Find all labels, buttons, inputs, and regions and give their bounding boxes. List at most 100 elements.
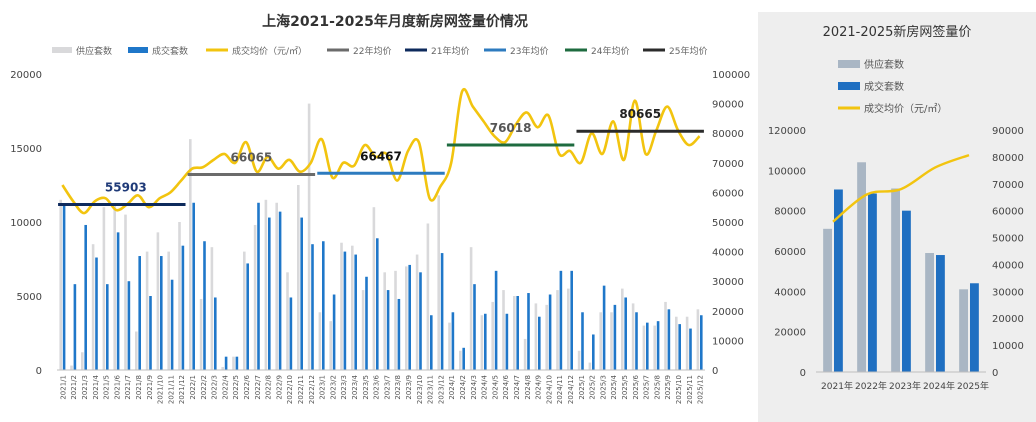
x-tick-label: 2024/7 <box>513 375 521 400</box>
x-tick-label: 2025/12 <box>697 375 705 404</box>
x-tick-label: 2025/3 <box>599 375 607 400</box>
ref-label-22: 66065 <box>231 150 273 164</box>
supply-bar <box>210 247 214 370</box>
side-y-right-tick-label: 70000 <box>992 180 1024 191</box>
x-tick-label: 2022/11 <box>297 375 305 404</box>
main-reference-lines: 55903 66065 66467 76018 80665 <box>58 107 704 207</box>
supply-bar <box>232 356 235 370</box>
side-deal-bar <box>834 189 843 372</box>
supply-bar <box>664 301 667 370</box>
x-tick-label: 2022/5 <box>232 375 240 400</box>
y-right-tick-label: 90000 <box>712 100 744 111</box>
x-tick-label: 2023/1 <box>319 375 327 400</box>
deal-bar <box>343 251 347 370</box>
y-right-tick-label: 70000 <box>712 159 744 170</box>
supply-bar <box>567 288 570 370</box>
y-right-tick-label: 80000 <box>712 129 744 140</box>
deal-bar <box>376 238 379 370</box>
x-tick-label: 2025/7 <box>643 375 651 400</box>
x-tick-label: 2023/8 <box>394 375 402 400</box>
side-deal-bar <box>936 255 945 372</box>
x-tick-label: 2023/3 <box>340 375 348 400</box>
supply-bar <box>318 312 322 370</box>
ref-label-21: 55903 <box>105 181 147 195</box>
deal-bar <box>106 284 109 370</box>
deal-bar <box>473 284 476 370</box>
deal-bar <box>516 296 519 370</box>
side-y-right-tick-label: 90000 <box>992 126 1024 137</box>
supply-bar <box>81 352 84 370</box>
supply-bar <box>156 232 160 370</box>
legend-label-deal: 成交套数 <box>152 45 188 57</box>
side-y-left-tick-label: 100000 <box>768 166 806 177</box>
deal-bar <box>419 272 422 370</box>
supply-bar <box>394 270 397 370</box>
legend-label-avg23: 23年均价 <box>510 45 548 57</box>
supply-bar <box>199 298 203 370</box>
legend-label-supply: 供应套数 <box>76 45 112 57</box>
deal-bar <box>95 257 98 370</box>
supply-bar <box>253 224 257 370</box>
side-supply-bar <box>959 289 968 372</box>
x-tick-label: 2023/10 <box>416 375 424 404</box>
side-bars <box>823 162 979 372</box>
deal-bar <box>192 202 195 370</box>
deal-bar <box>127 281 131 370</box>
deal-bar <box>235 356 239 370</box>
main-avg-price-line <box>61 88 701 215</box>
deal-bar <box>462 347 465 370</box>
deal-bar <box>548 294 552 370</box>
deal-bar <box>246 263 249 370</box>
side-y-left-tick-label: 120000 <box>768 126 806 137</box>
x-tick-label: 2025/11 <box>686 375 694 404</box>
supply-bar <box>135 331 138 370</box>
x-tick-label: 2021/7 <box>124 375 132 400</box>
deal-bar <box>386 290 390 370</box>
x-tick-label: 2025/4 <box>610 374 618 399</box>
x-tick-label: 2025/1 <box>578 375 586 400</box>
x-tick-label: 2021/6 <box>113 374 121 399</box>
ref-label-23: 66467 <box>360 149 402 163</box>
x-tick-label: 2024/10 <box>545 375 553 404</box>
x-tick-label: 2023/9 <box>405 375 413 400</box>
x-tick-label: 2022/7 <box>254 375 262 400</box>
supply-bar <box>459 350 462 370</box>
deal-bar <box>538 316 541 370</box>
x-tick-label: 2024/8 <box>524 375 532 400</box>
ref-label-24: 76018 <box>490 121 532 135</box>
supply-bar <box>167 251 170 370</box>
side-y-right-tick-label: 10000 <box>992 341 1024 352</box>
deal-bar <box>527 293 530 370</box>
deal-bar <box>451 312 455 370</box>
side-axes: 0 20000 40000 60000 80000 100000 120000 0 10000 2… <box>768 126 1024 392</box>
y-right-tick-label: 20000 <box>712 307 744 318</box>
x-tick-label: 2022/3 <box>211 375 219 400</box>
legend-label-avg22: 22年均价 <box>353 45 391 57</box>
legend-label-supply: 供应套数 <box>864 58 904 71</box>
deal-bar <box>224 356 228 370</box>
x-tick-label: 2023/2 <box>329 375 337 400</box>
x-tick-label: 2021/12 <box>178 375 186 404</box>
side-x-tick-label: 2021年 <box>821 380 853 392</box>
side-y-right-tick-label: 20000 <box>992 314 1024 325</box>
main-chart-title: 上海2021-2025年月度新房网签量价情况 <box>262 13 528 30</box>
side-y-left-tick-label: 0 <box>800 368 806 379</box>
supply-bar <box>469 247 473 370</box>
legend-label-deal: 成交套数 <box>864 80 904 93</box>
supply-bar <box>189 139 192 370</box>
x-tick-label: 2024/6 <box>502 374 510 399</box>
deal-bar <box>484 313 487 370</box>
deal-bar <box>138 256 141 370</box>
side-y-right-tick-label: 60000 <box>992 207 1024 218</box>
supply-bar <box>599 312 602 370</box>
deal-bar <box>592 334 595 370</box>
supply-bar <box>545 304 548 370</box>
legend-swatch-supply <box>838 60 860 68</box>
supply-bar <box>534 303 538 370</box>
y-left-tick-label: 15000 <box>10 144 42 155</box>
supply-bar <box>556 290 559 370</box>
x-tick-label: 2021/5 <box>103 375 111 400</box>
x-tick-label: 2022/9 <box>275 375 283 400</box>
legend-swatch-deal <box>838 82 860 90</box>
